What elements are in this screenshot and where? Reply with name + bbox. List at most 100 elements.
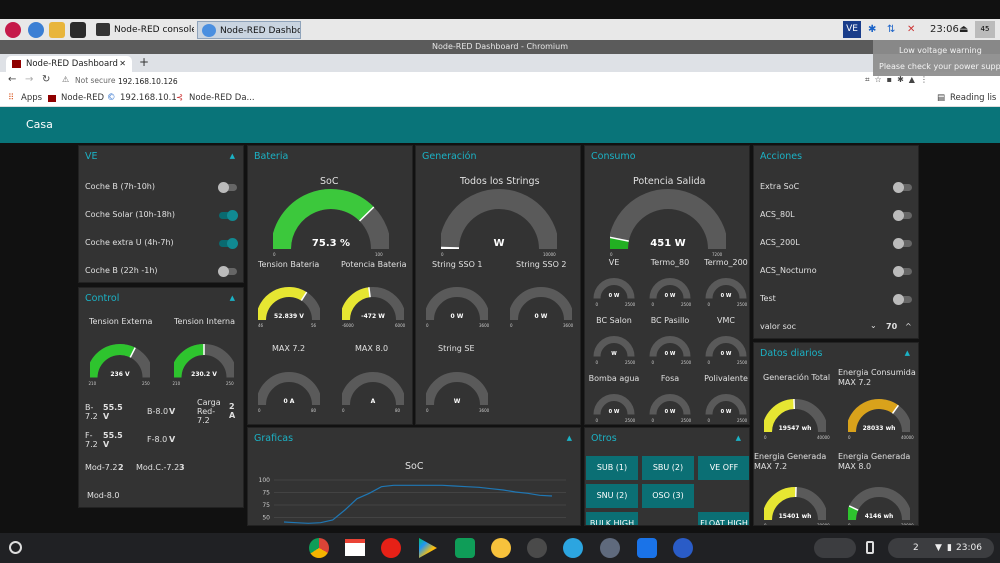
play-store-app-icon[interactable] [419,538,437,558]
task-node-red-console[interactable]: Node-RED console [92,21,194,39]
gauge-needle [300,291,308,301]
task-dashboard[interactable]: Node-RED Dashboar... [197,21,301,39]
bookmark-node-red-dashboard[interactable]: Node-RED Da... [189,93,255,103]
switch-coche-solar[interactable] [219,210,238,221]
weather-app-icon[interactable] [491,538,511,558]
gauge-max: 2500 [737,359,748,365]
gauge-label: Energia Generada MAX 7.2 [754,452,827,471]
switch-acs-80l[interactable] [893,210,912,221]
gauge-label: Bomba agua [588,374,640,383]
network-icon[interactable]: ⇅ [887,24,896,35]
file-manager-icon[interactable] [49,22,65,38]
page-title: Casa [26,118,53,131]
bookmark-router[interactable]: 192.168.10.1 [120,93,177,103]
button-float-high[interactable]: FLOAT HIGH [698,512,749,525]
url-input[interactable] [118,75,718,87]
collapse-icon[interactable]: ▲ [566,434,572,442]
update-badge[interactable]: 45 [975,21,995,38]
gauge-min: 0 [342,408,345,413]
telegram-app-icon[interactable] [563,538,583,558]
card-ve: VE ▲ Coche B (7h-10h) Coche Solar (10h-18… [78,145,244,283]
switch-label: Coche B (22h -1h) [85,266,158,275]
gauge-consumo-item: W 0 2500 [591,335,637,365]
collapse-icon[interactable]: ▲ [229,294,235,302]
row-value-f72: 55.5 V [103,431,123,449]
gauge-max: 250 [142,380,150,386]
card-generacion: Generación Todos los Strings W 0 10000 Str… [415,145,581,425]
launcher-icon[interactable] [9,541,22,554]
youtube-app-icon[interactable] [381,538,401,558]
switch-coche-b-night[interactable] [218,266,237,277]
gauge-consumo-item: 0 W 0 2500 [703,393,749,423]
switch-test[interactable] [893,294,912,305]
terminal-icon[interactable] [70,22,86,38]
low-voltage-notification[interactable]: Low voltage warning Please check your po… [873,40,1000,76]
switch-extra-soc[interactable] [893,182,912,193]
files-app-icon[interactable] [637,538,657,558]
gauge-potencia-salida: 451 W 0 7200 [608,188,728,257]
gauge-arc [846,399,912,433]
phone-hub-icon[interactable] [866,541,874,554]
status-area[interactable]: 2 ▼ ▮ 23:06 [888,538,994,558]
gauge-track [593,336,635,357]
reload-icon[interactable]: ↻ [42,74,51,85]
button-sub1[interactable]: SUB (1) [586,456,638,480]
web-browser-icon[interactable] [28,22,44,38]
gauge-max: 100 [375,252,383,257]
gauge-todos-strings: W 0 10000 [439,188,559,257]
gauge-arc [705,278,747,299]
gauge-potencia-bateria: -472 W -6000 6000 [340,286,406,328]
ve-app-icon[interactable] [673,538,693,558]
button-snu2[interactable]: SNU (2) [586,484,638,508]
reading-list[interactable]: Reading lis [950,93,997,103]
button-bulk-high[interactable]: BULK HIGH [586,512,638,525]
eject-icon[interactable]: ⏏ [959,24,969,35]
terminal-app-icon[interactable] [527,538,547,558]
button-sbu2[interactable]: SBU (2) [642,456,694,480]
shelf-clock: 23:06 [956,543,982,553]
chevron-down-icon[interactable]: ⌄ [870,321,877,330]
forward-icon[interactable]: → [25,74,34,85]
bookmark-apps[interactable]: Apps [21,93,43,103]
gauge-max: 3600 [563,323,574,328]
settings-app-icon[interactable] [600,538,620,558]
back-icon[interactable]: ← [8,74,17,85]
bluetooth-icon[interactable]: ✱ [868,24,877,35]
close-tab-icon[interactable]: ✕ [119,59,126,68]
gauge-value: 0 W [450,313,464,320]
collapse-icon[interactable]: ▲ [229,152,235,160]
gauge-label: Tension Bateria [258,260,320,269]
security-label[interactable]: Not secure [75,76,116,85]
button-oso3[interactable]: OSO (3) [642,484,694,508]
sheets-app-icon[interactable] [455,538,475,558]
raspberry-menu-icon[interactable] [5,22,21,38]
chrome-app-icon[interactable] [309,538,329,558]
gauge-arc [424,287,490,321]
gauge-consumo-item: 0 W 0 2500 [591,277,637,307]
router-icon: © [107,93,116,103]
gmail-app-icon[interactable] [345,539,365,556]
switch-acs-200l[interactable] [893,238,912,249]
warning-icon[interactable]: ⚠ [62,75,70,84]
switch-acs-nocturno[interactable] [893,266,912,277]
collapse-icon[interactable]: ▲ [735,434,741,442]
switch-coche-b-morning[interactable] [218,182,237,193]
browser-tab[interactable]: Node-RED Dashboard ✕ [6,56,132,72]
ve-tray-icon[interactable]: VE [843,21,861,38]
collapse-icon[interactable]: ▲ [904,349,910,357]
tote-icon[interactable] [814,538,856,558]
gauge-max80: A 0 80 [340,371,406,413]
extensions-icons[interactable]: ⌗☆▪✱▲⋮ [865,75,933,84]
bookmark-node-red[interactable]: Node-RED [61,93,105,103]
card-otros: Otros ▲ SUB (1) SBU (2) VE OFF SNU (2) OS… [584,427,750,526]
button-ve-off[interactable]: VE OFF [698,456,749,480]
gauge-arc [593,394,635,415]
switch-coche-extra-u[interactable] [219,238,238,249]
gauge-value: W [493,238,505,249]
chevron-up-icon[interactable]: ^ [905,322,912,331]
gauge-consumo-item: 0 W 0 2500 [647,335,693,365]
volume-icon[interactable]: ✕ [907,24,916,35]
gauge-min: 46 [258,323,264,328]
new-tab-button[interactable]: + [139,55,150,69]
gauge-arc [846,487,912,521]
